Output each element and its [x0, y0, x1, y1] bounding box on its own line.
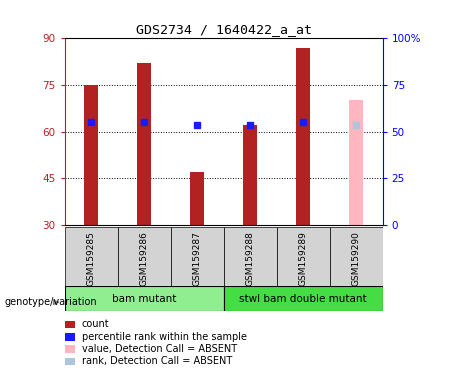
Bar [224, 286, 383, 311]
Text: GSM159288: GSM159288 [246, 231, 254, 286]
Bar [224, 227, 277, 286]
Bar [296, 48, 310, 225]
Text: GSM159286: GSM159286 [140, 231, 148, 286]
Bar [277, 227, 330, 286]
Text: count: count [82, 319, 109, 329]
Bar [243, 125, 257, 225]
Bar [137, 63, 151, 225]
Text: stwl bam double mutant: stwl bam double mutant [239, 293, 367, 304]
Bar [65, 286, 224, 311]
Title: GDS2734 / 1640422_a_at: GDS2734 / 1640422_a_at [136, 23, 312, 36]
Text: bam mutant: bam mutant [112, 293, 176, 304]
Bar [171, 227, 224, 286]
Bar [330, 227, 383, 286]
Text: rank, Detection Call = ABSENT: rank, Detection Call = ABSENT [82, 356, 232, 366]
Text: genotype/variation: genotype/variation [5, 297, 97, 307]
Bar [84, 85, 98, 225]
Bar [118, 227, 171, 286]
Text: GSM159290: GSM159290 [352, 231, 361, 286]
Text: GSM159289: GSM159289 [299, 231, 307, 286]
Text: GSM159285: GSM159285 [87, 231, 95, 286]
Bar [190, 172, 204, 225]
Text: value, Detection Call = ABSENT: value, Detection Call = ABSENT [82, 344, 236, 354]
Text: percentile rank within the sample: percentile rank within the sample [82, 332, 247, 342]
Bar [349, 101, 363, 225]
Bar [65, 227, 118, 286]
Text: GSM159287: GSM159287 [193, 231, 201, 286]
